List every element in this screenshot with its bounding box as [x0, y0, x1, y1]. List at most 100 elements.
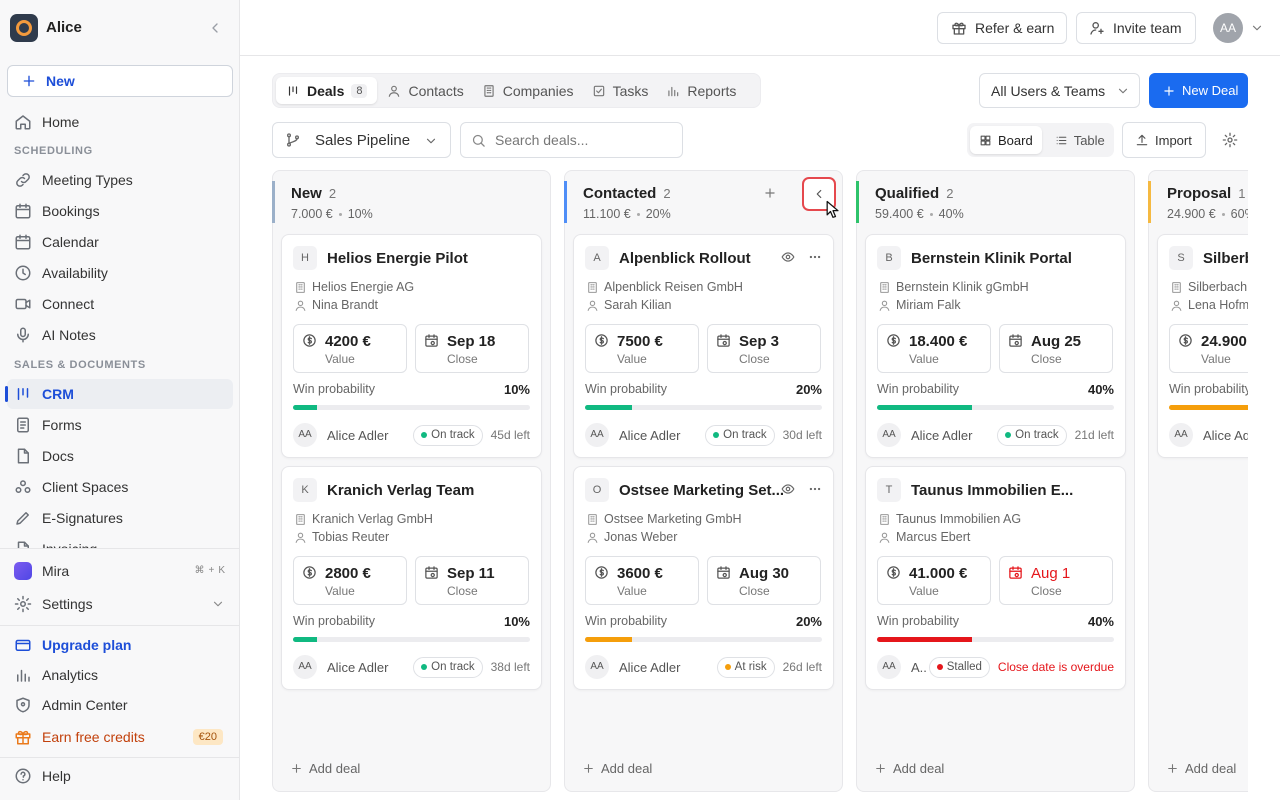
nav-label: Availability: [42, 265, 108, 281]
collapse-button[interactable]: [802, 177, 836, 211]
nav-item[interactable]: Invoicing: [7, 534, 233, 548]
probability-track: [293, 637, 530, 642]
probability-track: [877, 637, 1114, 642]
deal-card[interactable]: O Ostsee Marketing Set... Ostsee Marketing…: [573, 466, 834, 690]
separator-dot: [929, 212, 933, 216]
win-probability-label: Win probability: [293, 382, 375, 396]
refer-button[interactable]: Refer & earn: [937, 12, 1067, 44]
nav-item[interactable]: Client Spaces: [7, 472, 233, 502]
icon-check: [593, 85, 604, 96]
add-deal[interactable]: Add deal: [290, 761, 360, 776]
pipeline-select[interactable]: Sales Pipeline: [272, 122, 451, 158]
nav-item[interactable]: E-Signatures: [7, 503, 233, 533]
icon-gear: [1222, 132, 1238, 148]
tab[interactable]: Reports: [658, 77, 744, 104]
close-box: Aug 30 Close: [707, 556, 821, 605]
nav-item[interactable]: Connect: [7, 289, 233, 319]
owner-avatar: AA: [293, 423, 317, 447]
nav-label: Upgrade plan: [42, 637, 132, 653]
deal-card[interactable]: A Alpenblick Rollout Alpenblick Reisen Gmb…: [573, 234, 834, 458]
deal-close-date: Sep 11: [447, 565, 495, 582]
close-label: Close: [1031, 352, 1062, 366]
nav-item[interactable]: Earn free credits €20: [7, 722, 233, 752]
new-deal-button[interactable]: New Deal: [1149, 73, 1248, 108]
workspace-name: Alice: [46, 19, 82, 36]
user-avatar[interactable]: AA: [1213, 13, 1243, 43]
nav-item[interactable]: Meeting Types: [7, 165, 233, 195]
nav-item[interactable]: Docs: [7, 441, 233, 471]
nav-label: Settings: [42, 596, 93, 612]
owner: AA Alice Adler: [293, 423, 388, 447]
tab[interactable]: Tasks: [584, 77, 657, 104]
tab[interactable]: Companies: [474, 77, 582, 104]
view-option[interactable]: Table: [1046, 126, 1114, 154]
icon-building: [484, 84, 494, 97]
add-deal[interactable]: Add deal: [582, 761, 652, 776]
view-label: Board: [998, 132, 1033, 148]
deal-initial: H: [293, 246, 317, 270]
nav-item[interactable]: Upgrade plan: [7, 630, 233, 660]
add-deal[interactable]: Add deal: [874, 761, 944, 776]
invite-button[interactable]: Invite team: [1076, 12, 1196, 44]
nav-item[interactable]: Analytics: [7, 660, 233, 690]
nav-item[interactable]: CRM: [5, 379, 233, 409]
import-button[interactable]: Import: [1122, 122, 1206, 158]
company-name: Taunus Immobilien AG: [896, 512, 1022, 526]
filter-select[interactable]: All Users & Teams: [979, 73, 1140, 108]
column-percent: 60%: [1230, 207, 1248, 221]
view-option[interactable]: Board: [970, 126, 1042, 154]
icon-building: [1172, 281, 1181, 293]
nav-item[interactable]: Forms: [7, 410, 233, 440]
search-input[interactable]: Search deals...: [460, 122, 683, 158]
status-group: On track 21d left: [997, 424, 1114, 446]
contact-name: Lena Hofm: [1188, 298, 1248, 312]
icon-person: [389, 85, 400, 97]
nav-item[interactable]: Home: [7, 107, 233, 137]
deal-value: 7500 €: [617, 333, 663, 350]
deal-card[interactable]: H Helios Energie Pilot Helios Energie AG Ni…: [281, 234, 542, 458]
tab[interactable]: Contacts: [379, 77, 471, 104]
icon-building: [296, 513, 305, 525]
nav-item[interactable]: Help: [7, 761, 233, 791]
tab[interactable]: Deals 8: [276, 77, 378, 104]
add-deal[interactable]: Add deal: [1166, 761, 1236, 776]
owner-name: Alice Adler: [327, 659, 389, 675]
nav-label: CRM: [42, 386, 74, 402]
column-summary: 7.000 € 10%: [291, 207, 373, 221]
deal-footer: AA Alice Adler On track 45d left: [293, 422, 530, 448]
nav-item[interactable]: Bookings: [7, 196, 233, 226]
icon-calclock: [425, 334, 438, 347]
time-remaining: 21d left: [1074, 428, 1114, 442]
status-pill: On track: [413, 656, 483, 678]
status-group: Stalled Close date is overdue: [928, 656, 1114, 678]
icon-shield: [16, 697, 30, 713]
deal-card[interactable]: B Bernstein Klinik Portal Bernstein Klinik…: [865, 234, 1126, 458]
deal-value: 4200 €: [325, 333, 371, 350]
deal-company: Taunus Immobilien AG: [878, 512, 1021, 526]
owner-avatar: AA: [293, 655, 317, 679]
icon-branch: [287, 133, 299, 147]
column-amount: 7.000 €: [291, 207, 333, 221]
icon-plus: [292, 764, 301, 773]
nav-item[interactable]: Settings: [7, 589, 233, 619]
nav-item[interactable]: AI Notes: [7, 320, 233, 350]
icon-down: [1252, 25, 1262, 31]
add-deal-label: Add deal: [893, 761, 945, 776]
nav-item[interactable]: Admin Center: [7, 690, 233, 720]
status-dot: [936, 664, 943, 670]
nav-item[interactable]: Availability: [7, 258, 233, 288]
nav-label: Docs: [42, 448, 74, 464]
deal-card[interactable]: K Kranich Verlag Team Kranich Verlag GmbH T…: [281, 466, 542, 690]
icon-plus: [584, 764, 593, 773]
nav-item[interactable]: Mira ⌘ + K: [7, 556, 233, 586]
icon-doc: [17, 541, 29, 548]
shortcut-key: +: [208, 565, 215, 576]
deal-card[interactable]: T Taunus Immobilien E... Taunus Immobilien…: [865, 466, 1126, 690]
tab-label: Contacts: [408, 82, 464, 99]
nav-item[interactable]: Calendar: [7, 227, 233, 257]
deal-footer: AA A.. Stalled Close date is overdue: [877, 654, 1114, 680]
icon-dollar: [303, 334, 316, 347]
deal-card[interactable]: S Silberb Silberbach Lena Hofm 24.900 Value Wi…: [1157, 234, 1248, 458]
new-button[interactable]: New: [7, 65, 233, 97]
